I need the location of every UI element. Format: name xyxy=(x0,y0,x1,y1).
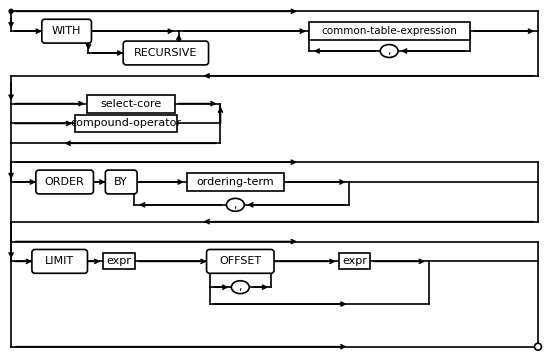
Text: compound-operator: compound-operator xyxy=(71,118,182,129)
Text: OFFSET: OFFSET xyxy=(219,256,261,266)
Text: expr: expr xyxy=(107,256,132,266)
FancyBboxPatch shape xyxy=(42,19,92,43)
Ellipse shape xyxy=(380,45,398,58)
FancyBboxPatch shape xyxy=(75,114,177,132)
FancyBboxPatch shape xyxy=(339,253,371,269)
Circle shape xyxy=(535,343,541,350)
Text: common-table-expression: common-table-expression xyxy=(321,26,457,36)
Circle shape xyxy=(9,9,13,13)
Text: BY: BY xyxy=(114,177,128,187)
Text: expr: expr xyxy=(342,256,367,266)
FancyBboxPatch shape xyxy=(36,170,93,194)
Text: ordering-term: ordering-term xyxy=(196,177,274,187)
FancyBboxPatch shape xyxy=(206,249,274,273)
Text: ,: , xyxy=(234,200,237,210)
FancyBboxPatch shape xyxy=(88,95,175,113)
Text: RECURSIVE: RECURSIVE xyxy=(134,48,198,58)
Ellipse shape xyxy=(227,198,244,211)
FancyBboxPatch shape xyxy=(309,22,469,40)
FancyBboxPatch shape xyxy=(103,253,135,269)
Text: select-core: select-core xyxy=(100,98,162,109)
Text: ,: , xyxy=(387,46,391,56)
Ellipse shape xyxy=(232,281,249,294)
FancyBboxPatch shape xyxy=(123,41,209,65)
FancyBboxPatch shape xyxy=(105,170,137,194)
FancyBboxPatch shape xyxy=(187,173,284,191)
Text: WITH: WITH xyxy=(52,26,81,36)
Text: ORDER: ORDER xyxy=(45,177,84,187)
FancyBboxPatch shape xyxy=(32,249,88,273)
Text: LIMIT: LIMIT xyxy=(45,256,74,266)
Text: ,: , xyxy=(239,282,242,292)
